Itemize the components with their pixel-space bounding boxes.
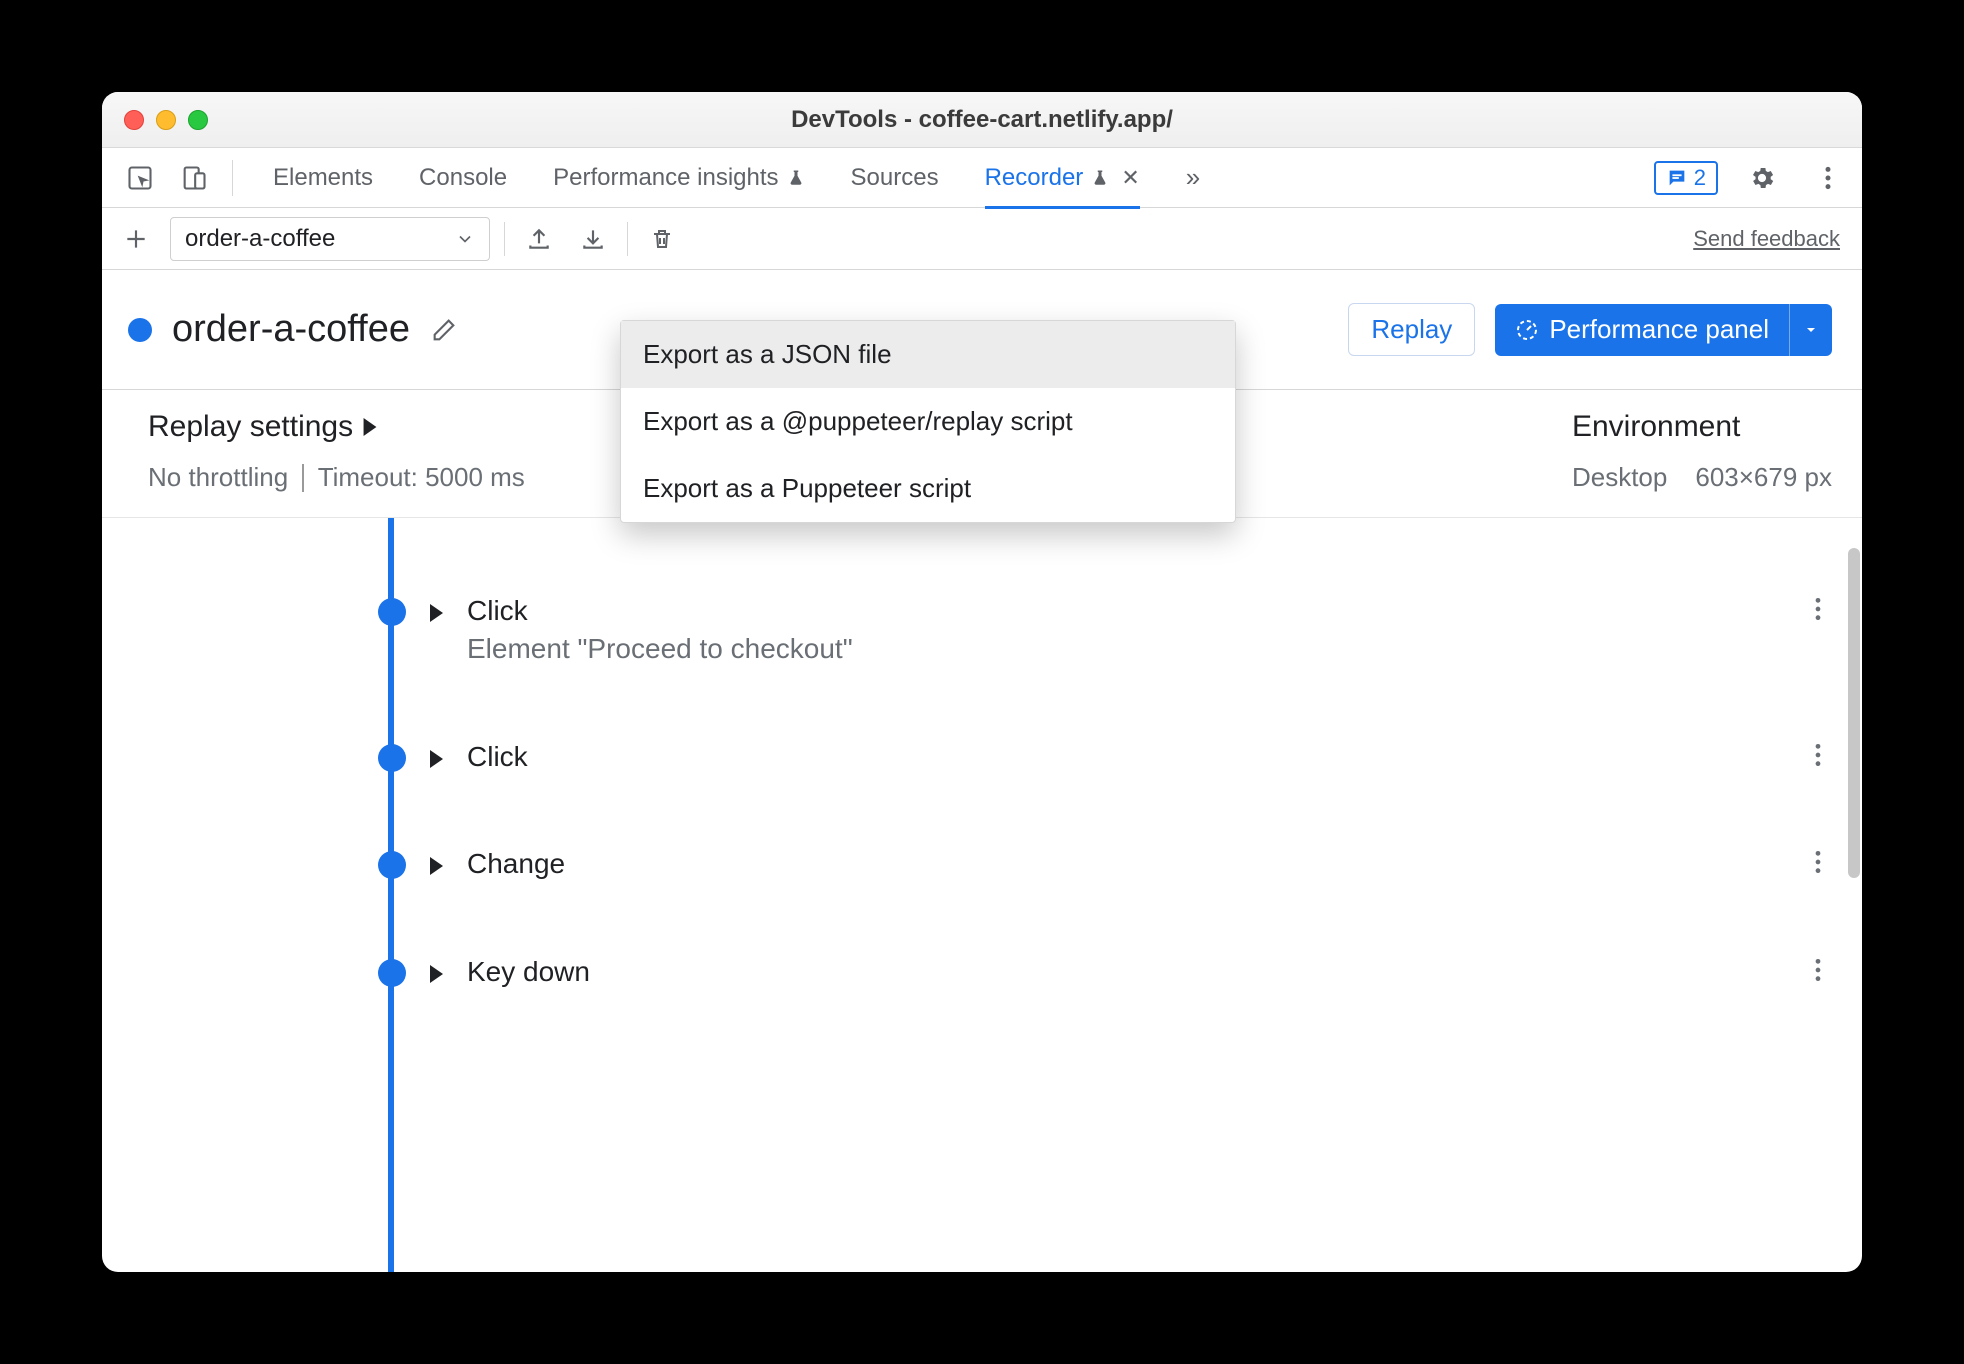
- tab-sources[interactable]: Sources: [851, 164, 939, 192]
- replay-button[interactable]: Replay: [1348, 303, 1475, 356]
- device-toolbar-icon[interactable]: [172, 156, 216, 200]
- tabs-right-cluster: 2: [1654, 156, 1850, 200]
- tabs-overflow[interactable]: »: [1186, 162, 1200, 193]
- close-tab-icon[interactable]: ✕: [1121, 165, 1139, 191]
- messages-count: 2: [1694, 165, 1706, 191]
- replay-settings-label: Replay settings: [148, 410, 353, 444]
- step-item[interactable]: Click Element "Proceed to checkout": [378, 592, 1852, 668]
- tab-label: Recorder: [985, 164, 1084, 192]
- step-node-icon: [378, 744, 406, 772]
- environment-label: Environment: [1572, 410, 1740, 444]
- divider: [504, 222, 505, 256]
- replay-settings-heading[interactable]: Replay settings: [148, 410, 525, 444]
- tab-console[interactable]: Console: [419, 164, 507, 192]
- device-value: Desktop: [1572, 462, 1667, 493]
- export-icon[interactable]: [519, 219, 559, 259]
- tab-label: Elements: [273, 164, 373, 192]
- tab-label: Sources: [851, 164, 939, 192]
- export-dropdown-menu: Export as a JSON file Export as a @puppe…: [620, 320, 1236, 523]
- expand-caret-icon[interactable]: [430, 965, 443, 983]
- recording-selector-value: order-a-coffee: [185, 225, 335, 253]
- environment-heading: Environment: [1572, 410, 1740, 444]
- export-puppeteer-replay-item[interactable]: Export as a @puppeteer/replay script: [621, 388, 1235, 455]
- edit-title-icon[interactable]: [430, 316, 458, 344]
- tab-performance-insights[interactable]: Performance insights: [553, 164, 804, 192]
- expand-caret-icon[interactable]: [430, 750, 443, 768]
- step-more-icon[interactable]: [1814, 742, 1822, 768]
- step-sublabel: Element "Proceed to checkout": [467, 630, 853, 668]
- step-item[interactable]: Change: [378, 845, 1852, 883]
- export-puppeteer-item[interactable]: Export as a Puppeteer script: [621, 455, 1235, 522]
- timeline: Click Element "Proceed to checkout" Clic…: [102, 518, 1862, 1272]
- timeout-value: Timeout: 5000 ms: [318, 462, 525, 493]
- recording-title: order-a-coffee: [172, 308, 410, 351]
- perf-button-label: Performance panel: [1549, 314, 1769, 345]
- step-item[interactable]: Click: [378, 738, 1852, 776]
- menu-item-label: Export as a Puppeteer script: [643, 473, 971, 503]
- window-titlebar: DevTools - coffee-cart.netlify.app/: [102, 92, 1862, 148]
- replay-settings-values: No throttling Timeout: 5000 ms: [148, 462, 525, 493]
- new-recording-icon[interactable]: [116, 219, 156, 259]
- tab-elements[interactable]: Elements: [273, 164, 373, 192]
- divider: [627, 222, 628, 256]
- replay-settings-group: Replay settings No throttling Timeout: 5…: [148, 410, 525, 493]
- recording-status-dot: [128, 318, 152, 342]
- step-node-icon: [378, 851, 406, 879]
- tab-recorder[interactable]: Recorder ✕: [985, 164, 1140, 209]
- environment-values: Desktop 603×679 px: [1572, 462, 1832, 493]
- step-more-icon[interactable]: [1814, 596, 1822, 622]
- scrollbar[interactable]: [1848, 548, 1860, 878]
- import-icon[interactable]: [573, 219, 613, 259]
- menu-item-label: Export as a JSON file: [643, 339, 892, 369]
- devtools-tabs-row: Elements Console Performance insights So…: [102, 148, 1862, 208]
- send-feedback-link[interactable]: Send feedback: [1693, 226, 1840, 252]
- expand-caret-icon[interactable]: [430, 857, 443, 875]
- flask-icon: [1091, 168, 1109, 188]
- step-label: Key down: [467, 953, 590, 991]
- replay-button-label: Replay: [1371, 314, 1452, 344]
- dimensions-value: 603×679 px: [1695, 462, 1832, 493]
- settings-gear-icon[interactable]: [1740, 156, 1784, 200]
- step-more-icon[interactable]: [1814, 957, 1822, 983]
- tab-label: Console: [419, 164, 507, 192]
- more-vert-icon[interactable]: [1806, 156, 1850, 200]
- expand-caret-icon[interactable]: [430, 604, 443, 622]
- recording-selector[interactable]: order-a-coffee: [170, 217, 490, 261]
- divider: [232, 160, 233, 196]
- console-messages-badge[interactable]: 2: [1654, 161, 1718, 195]
- step-item[interactable]: Key down: [378, 953, 1852, 991]
- throttling-value: No throttling: [148, 462, 288, 493]
- step-node-icon: [378, 959, 406, 987]
- chevron-double-right-icon: »: [1186, 162, 1200, 193]
- step-more-icon[interactable]: [1814, 849, 1822, 875]
- tab-label: Performance insights: [553, 164, 778, 192]
- inspect-element-icon[interactable]: [118, 156, 162, 200]
- menu-item-label: Export as a @puppeteer/replay script: [643, 406, 1073, 436]
- chat-icon: [1666, 167, 1688, 189]
- delete-icon[interactable]: [642, 219, 682, 259]
- recorder-toolbar: order-a-coffee Send feedback: [102, 208, 1862, 270]
- chevron-down-icon: [455, 229, 475, 249]
- flask-icon: [787, 168, 805, 188]
- performance-panel-button[interactable]: Performance panel: [1495, 304, 1832, 356]
- step-node-icon: [378, 598, 406, 626]
- perf-button-dropdown[interactable]: [1790, 322, 1832, 338]
- step-label: Click: [467, 592, 853, 630]
- gauge-icon: [1515, 318, 1539, 342]
- step-label: Change: [467, 845, 565, 883]
- window-title: DevTools - coffee-cart.netlify.app/: [102, 106, 1862, 134]
- devtools-window: DevTools - coffee-cart.netlify.app/ Elem…: [102, 92, 1862, 1272]
- devtools-tabs: Elements Console Performance insights So…: [249, 162, 1626, 193]
- caret-right-icon: [363, 418, 377, 436]
- environment-group: Environment Desktop 603×679 px: [1572, 410, 1832, 493]
- step-label: Click: [467, 738, 528, 776]
- divider: [302, 464, 304, 492]
- export-json-item[interactable]: Export as a JSON file: [621, 321, 1235, 388]
